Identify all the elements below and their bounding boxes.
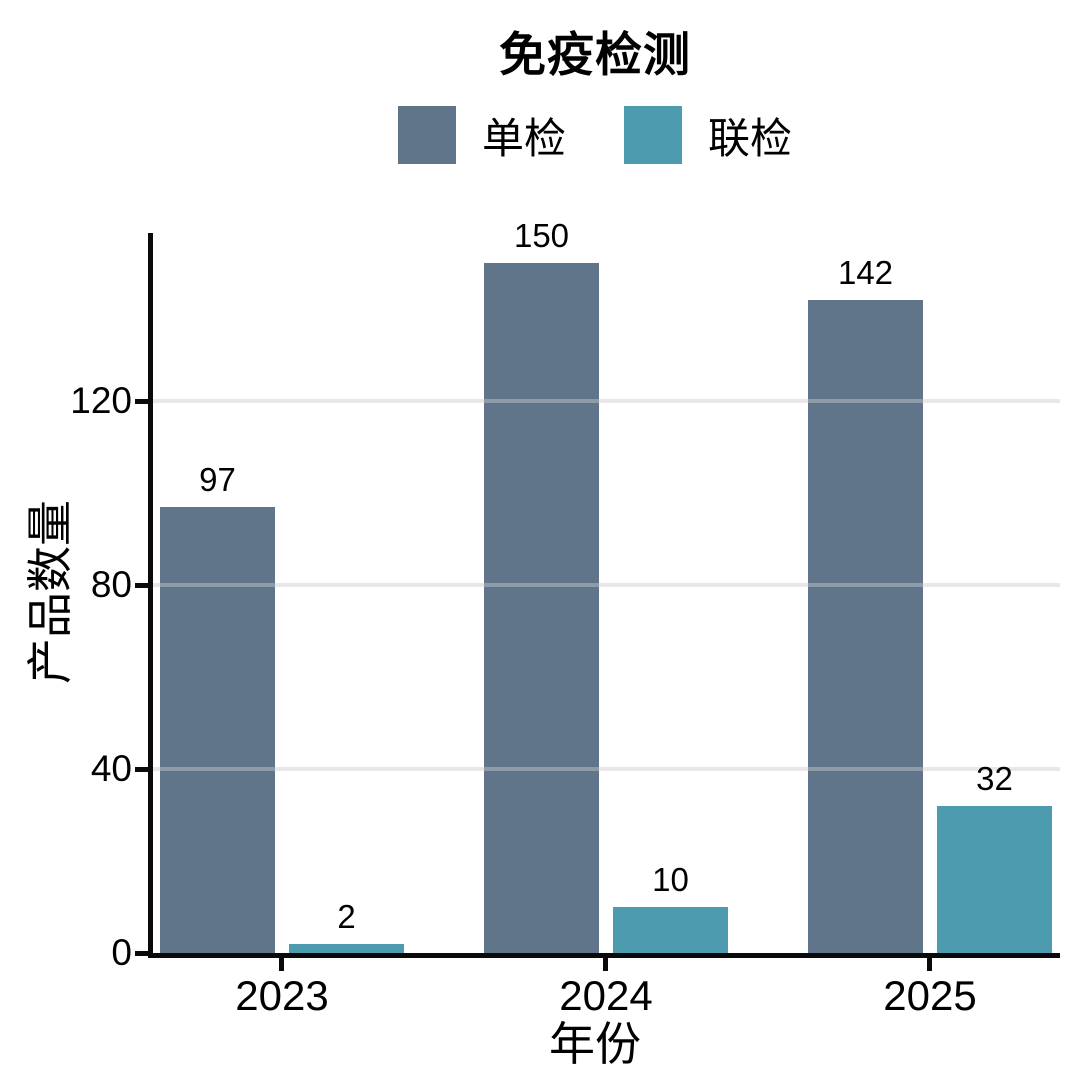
bar-value-label-s1-2025: 32 <box>976 759 1013 797</box>
legend-entry-joint-test: 联检 <box>624 105 792 166</box>
legend-label-joint-test: 联检 <box>708 114 793 162</box>
legend-swatch-single-test <box>397 106 456 164</box>
gridline-y80 <box>153 583 1060 587</box>
bar-value-label-s0-2025: 142 <box>837 253 894 291</box>
legend-entry-single-test: 单检 <box>397 105 566 166</box>
y-tick-label-80: 80 <box>90 564 132 605</box>
bar-s0-2025 <box>808 299 923 953</box>
bar-s1-2025 <box>937 805 1052 953</box>
legend-swatch-joint-test <box>624 106 682 164</box>
x-tick-2024 <box>603 958 608 971</box>
x-tick-2023 <box>279 958 284 971</box>
bar-value-label-s1-2023: 2 <box>337 897 356 935</box>
bar-s1-2023 <box>289 943 404 953</box>
y-tick-label-120: 120 <box>70 380 132 421</box>
y-tick-0 <box>135 951 148 956</box>
x-tick-label-2023: 2023 <box>235 972 329 1019</box>
legend: 单检 联检 <box>150 103 1040 167</box>
y-tick-label-40: 40 <box>90 748 132 789</box>
x-tick-2025 <box>927 958 932 971</box>
x-tick-label-2024: 2024 <box>559 972 653 1019</box>
y-axis-line <box>148 233 153 958</box>
bar-s1-2024 <box>613 907 728 953</box>
bar-value-label-s1-2024: 10 <box>652 861 689 898</box>
bar-value-label-s0-2024: 150 <box>513 217 570 254</box>
x-axis-line <box>148 953 1060 958</box>
x-tick-label-2025: 2025 <box>883 972 977 1019</box>
legend-label-single-test: 单检 <box>481 114 566 162</box>
x-axis-title: 年份 <box>549 1018 641 1070</box>
chart-title: 免疫检测 <box>499 28 691 81</box>
y-tick-120 <box>135 399 148 404</box>
gridline-y120 <box>153 399 1060 403</box>
gridline-y40 <box>153 767 1060 771</box>
y-tick-40 <box>135 767 148 772</box>
bar-s0-2023 <box>160 506 275 953</box>
y-tick-label-0: 0 <box>111 932 132 973</box>
y-tick-80 <box>135 583 148 588</box>
bar-value-label-s0-2023: 97 <box>199 460 236 498</box>
bar-s0-2024 <box>484 263 599 953</box>
